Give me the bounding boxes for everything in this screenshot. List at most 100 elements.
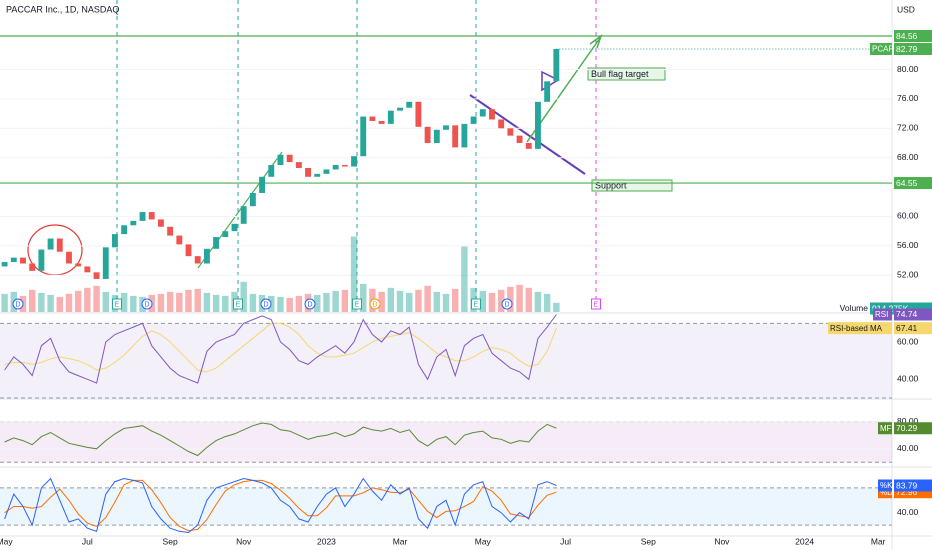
- candle: [259, 176, 266, 193]
- chart-title: PACCAR Inc., 1D, NASDAQ: [6, 4, 119, 14]
- series-line: [4, 422, 557, 457]
- value-tag: [894, 479, 932, 492]
- volume-bar: [543, 293, 551, 312]
- candle: [323, 169, 330, 174]
- x-tick-label: May: [475, 536, 492, 546]
- event-label: E: [594, 301, 599, 308]
- y-tick-label: 52.00: [897, 270, 919, 280]
- value-tag-label: 70.29: [896, 423, 918, 433]
- x-tick-label: Jul: [560, 536, 571, 546]
- volume-bar: [166, 291, 174, 312]
- candle: [424, 126, 431, 143]
- event-label: D: [307, 301, 312, 308]
- x-tick-label: Nov: [236, 536, 252, 546]
- annotation: Support: [595, 180, 627, 190]
- volume-bar: [405, 292, 413, 312]
- y-tick-label: 80.00: [897, 416, 919, 426]
- candle: [415, 101, 422, 127]
- candle: [479, 109, 486, 117]
- volume-bar: [47, 294, 54, 312]
- volume-bar: [387, 287, 395, 312]
- candle: [305, 167, 312, 177]
- value-tag-label: 72.96: [896, 487, 918, 497]
- currency: USD: [897, 4, 915, 14]
- y-tick-label: 56.00: [897, 240, 919, 250]
- candle: [461, 123, 468, 148]
- volume-bar: [378, 291, 385, 312]
- y-tick-label: 40.00: [897, 374, 919, 384]
- candle: [277, 154, 284, 166]
- trend-line: [469, 94, 586, 175]
- volume-bar: [240, 281, 247, 312]
- candle: [75, 263, 82, 267]
- x-tick-label: Mar: [871, 536, 886, 546]
- value-tag: [894, 308, 932, 321]
- x-tick-label: Mar: [393, 536, 408, 546]
- candle: [507, 128, 514, 136]
- x-tick-label: 2023: [317, 536, 336, 546]
- volume-bar: [176, 292, 183, 312]
- event-marker: [233, 298, 243, 310]
- value-tag-label: 64.55: [896, 178, 918, 188]
- candle: [553, 49, 560, 82]
- candle: [38, 249, 45, 271]
- candle: [56, 238, 63, 252]
- candle: [148, 212, 155, 220]
- series-name: MF: [880, 424, 892, 433]
- y-tick-label: 68.00: [897, 152, 919, 162]
- volume-bar: [194, 288, 201, 312]
- candle: [157, 219, 164, 227]
- series-name: RSI-based MA: [830, 324, 883, 333]
- y-tick-label: 40.00: [897, 507, 919, 517]
- candle: [121, 225, 128, 235]
- volume-bar: [332, 290, 339, 312]
- series-line: [4, 322, 557, 373]
- volume-bar: [525, 287, 532, 312]
- value-tag-label: 84.56: [896, 31, 918, 41]
- series-name: %K: [880, 481, 893, 490]
- event-label: D: [263, 301, 268, 308]
- volume-bar: [350, 236, 358, 312]
- value-tag-label: 74.74: [896, 309, 918, 319]
- x-tick-label: May: [0, 536, 13, 546]
- volume-bar: [534, 291, 542, 312]
- x-tick-label: Sep: [641, 536, 656, 546]
- volume-bar: [433, 291, 441, 312]
- candle: [286, 154, 293, 163]
- series-name-tag: [878, 479, 892, 492]
- volume-bar: [415, 289, 422, 312]
- volume-bar: [185, 289, 192, 312]
- event-marker: [369, 298, 381, 310]
- volume-bar: [222, 295, 229, 312]
- drawings: [27, 0, 603, 300]
- volume-bar: [323, 292, 330, 312]
- candle: [452, 125, 459, 148]
- volume-bar: [1, 293, 8, 312]
- value-tag: [894, 43, 932, 56]
- value-tag: [894, 422, 932, 435]
- volume-bar: [360, 283, 367, 312]
- series-name: RSI: [875, 310, 888, 319]
- candle: [525, 142, 532, 149]
- y-tick-label: 76.00: [897, 93, 919, 103]
- candle: [433, 129, 440, 143]
- candle: [185, 244, 192, 257]
- candle: [295, 162, 302, 168]
- candle: [1, 262, 8, 267]
- event-marker: [141, 298, 153, 310]
- series-name-tag: [878, 422, 892, 435]
- event-marker: [304, 298, 316, 310]
- x-tick-label: 2024: [795, 536, 814, 546]
- volume-bar: [516, 284, 523, 312]
- y-tick-label: 60.00: [897, 336, 919, 346]
- candle: [203, 248, 210, 264]
- event-label: E: [355, 301, 360, 308]
- volume-bar: [488, 292, 496, 312]
- annotation: Bull flag target: [591, 69, 649, 79]
- series-line: [4, 314, 557, 384]
- candle: [544, 81, 551, 102]
- candle: [194, 256, 201, 264]
- volume-bar: [212, 294, 220, 312]
- series-name: PCAR: [872, 45, 894, 54]
- event-label: D: [372, 301, 377, 308]
